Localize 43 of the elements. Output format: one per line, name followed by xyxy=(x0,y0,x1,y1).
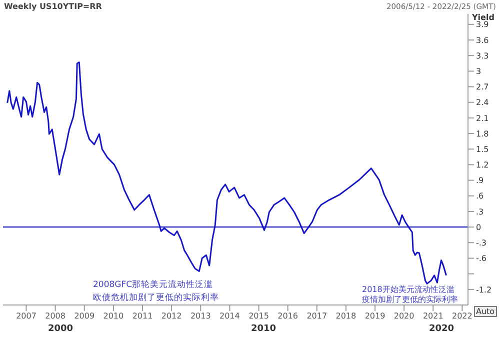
x-tick-label: 2014 xyxy=(220,312,240,321)
x-tick-label: 2022 xyxy=(452,312,472,321)
x-tick-label: 2010 xyxy=(103,312,124,321)
chart-title: Weekly US10YTIP=RR xyxy=(4,2,102,11)
y-tick-label: -1.2 xyxy=(476,285,492,294)
y-tick-label: -.3 xyxy=(476,238,487,248)
y-tick-label: 1.2 xyxy=(476,160,489,170)
x-tick-label: 2008 xyxy=(45,312,66,321)
x-tick-label: 2013 xyxy=(190,312,211,321)
x-tick-label: 2020 xyxy=(394,312,414,321)
y-tick-label: 1.5 xyxy=(476,144,489,154)
y-tick-label: 3.6 xyxy=(476,36,489,45)
y-tick-label: 3 xyxy=(476,67,482,76)
annotation: 2008GFC那轮美元流动性泛滥 xyxy=(93,280,214,291)
y-tick-label: .9 xyxy=(476,176,484,186)
y-tick-label: 3.9 xyxy=(476,20,489,30)
x-tick-label: 2012 xyxy=(161,312,182,321)
x-tick-label: 2017 xyxy=(306,312,328,321)
y-tick-label: .3 xyxy=(476,207,484,216)
x-tick-label: 2015 xyxy=(248,312,269,321)
x-tick-label: 2011 xyxy=(132,312,153,321)
y-tick-label: 0 xyxy=(476,222,482,232)
text: Auto xyxy=(474,306,497,318)
annotation: 欧债危机加剧了更低的实际利率 xyxy=(93,293,219,304)
y-tick-label: 2.7 xyxy=(476,82,489,92)
text: 2010 xyxy=(251,324,276,334)
y-tick-label: .6 xyxy=(476,192,484,201)
x-tick-label: 2016 xyxy=(278,312,298,321)
x-tick-label: 2019 xyxy=(364,312,386,321)
x-tick-label: 2021 xyxy=(422,312,444,321)
y-tick-label: -.6 xyxy=(476,254,487,264)
x-tick-label: 2009 xyxy=(74,312,95,321)
text: 2020 xyxy=(429,324,454,334)
y-tick-label: 3.3 xyxy=(476,51,489,60)
y-tick-label: 2.4 xyxy=(476,98,489,108)
y-tick-label: 1.8 xyxy=(476,129,489,138)
text: 2000 xyxy=(48,324,74,334)
y-tick-label: 2.1 xyxy=(476,114,489,123)
annotation: 2018开始美元流动性泛滥 xyxy=(362,285,454,294)
y-axis-title: Yield xyxy=(472,13,494,22)
annotation: 疫情加剧了更低的实际利率 xyxy=(362,295,458,304)
x-tick-label: 2007 xyxy=(16,312,36,321)
x-tick-label: 2018 xyxy=(336,312,356,321)
